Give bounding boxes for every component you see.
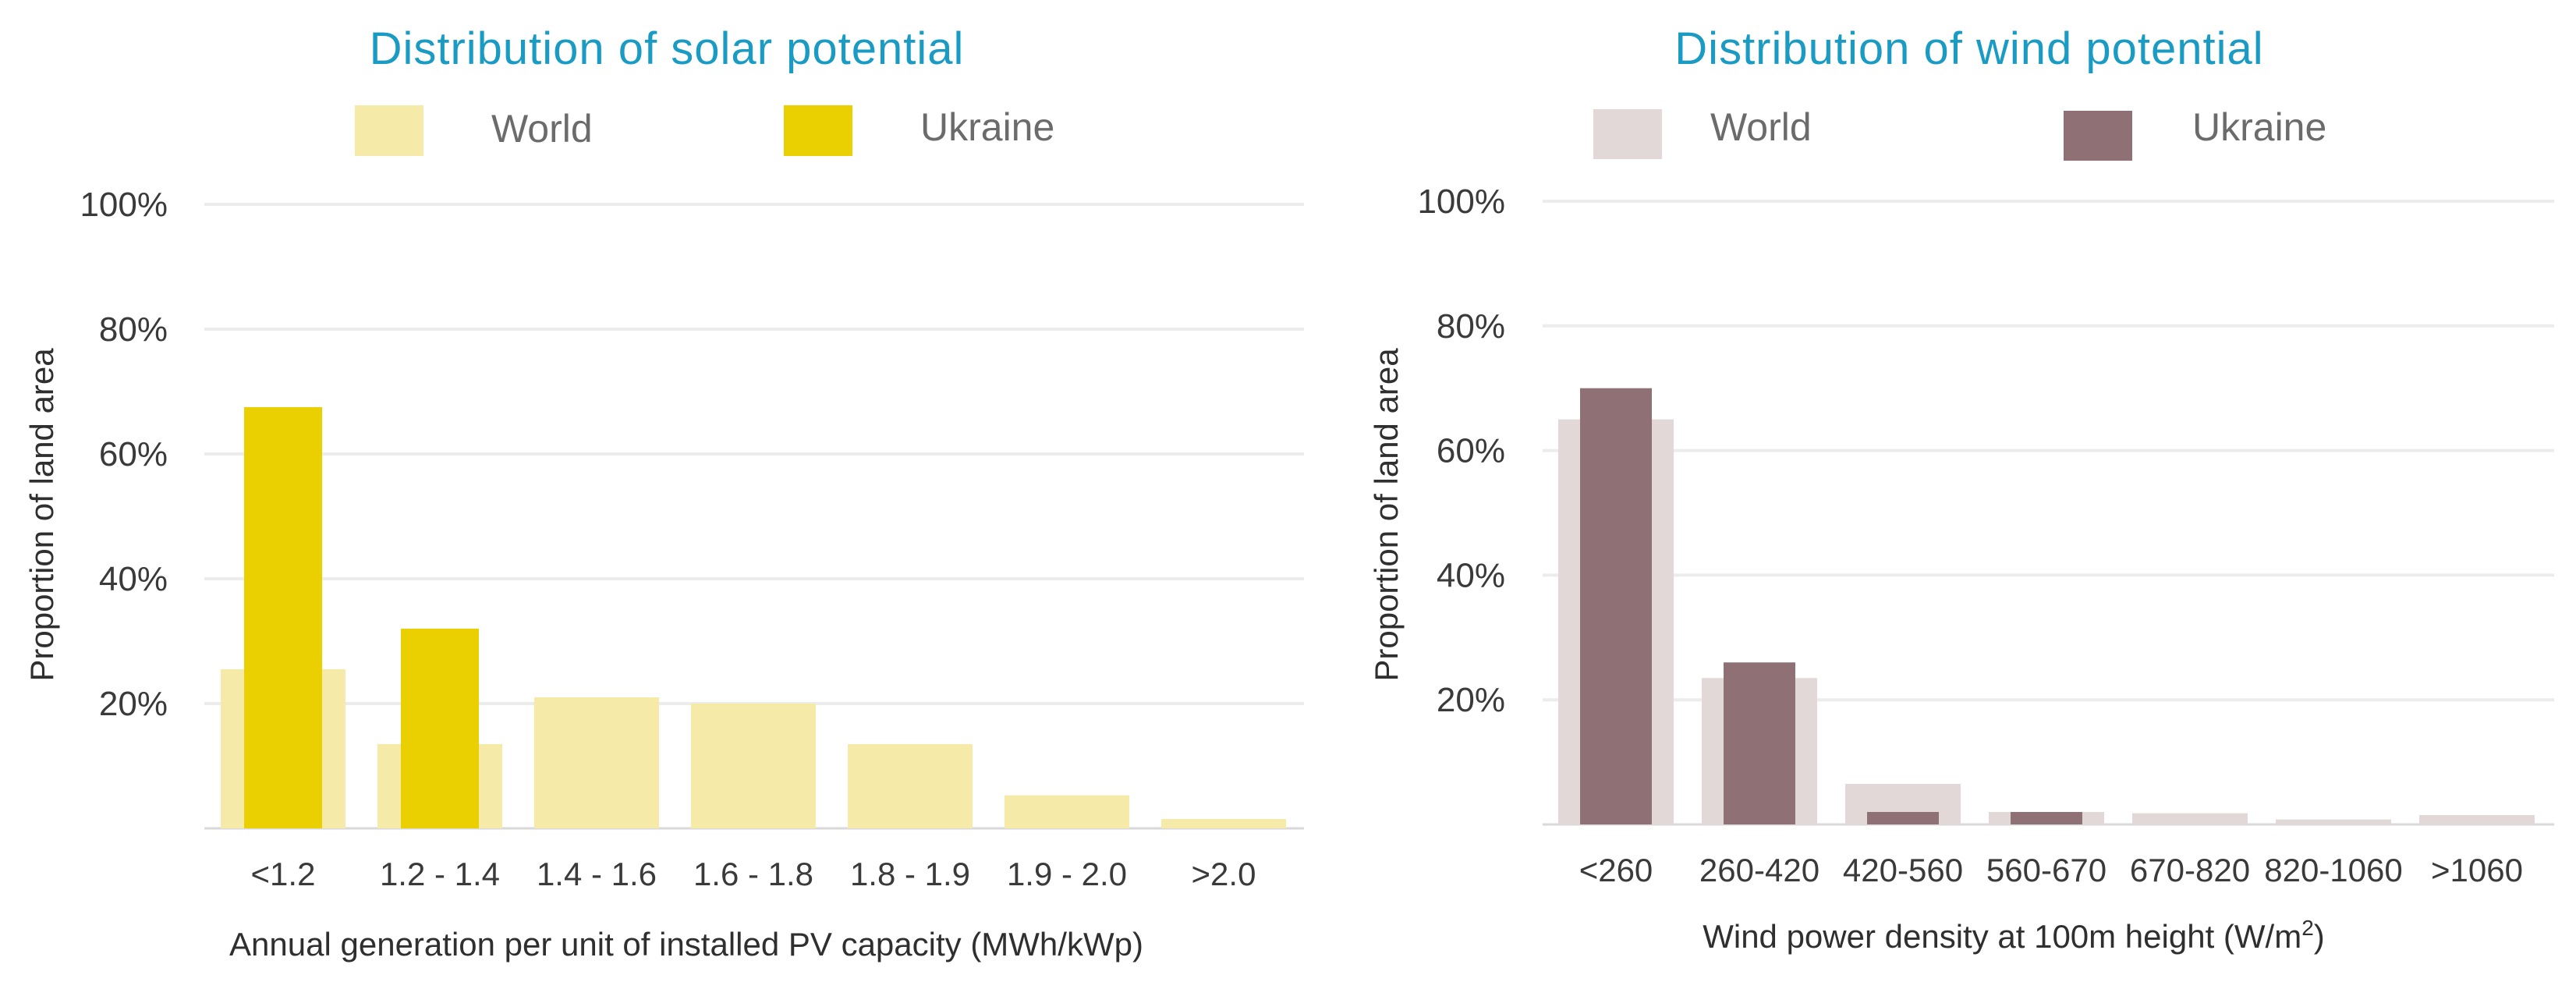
bar-ukraine — [401, 629, 479, 828]
y-tick-label: 100% — [80, 186, 168, 224]
legend-swatch-world — [355, 105, 423, 156]
y-tick-label: 60% — [1437, 432, 1505, 470]
bar-world — [2419, 815, 2535, 824]
bar-ukraine — [244, 407, 322, 828]
bar-ukraine — [1724, 662, 1795, 824]
y-axis-label: Proportion of land area — [1368, 348, 1405, 682]
bar-world — [1005, 795, 1129, 828]
legend-swatch-ukraine — [2064, 111, 2132, 161]
x-tick-label: <260 — [1579, 852, 1653, 888]
legend-label-ukraine: Ukraine — [920, 105, 1054, 149]
legend-swatch-world — [1593, 109, 1662, 159]
bar-world — [691, 704, 816, 828]
x-tick-label: 820-1060 — [2264, 852, 2403, 888]
x-tick-label: 420-560 — [1843, 852, 1963, 888]
bar-world — [848, 744, 973, 828]
bar-ukraine — [1867, 812, 1939, 824]
y-tick-label: 20% — [99, 685, 168, 723]
y-tick-label: 60% — [99, 435, 168, 473]
y-tick-label: 80% — [99, 310, 168, 349]
bar-world — [2276, 819, 2391, 824]
legend-label-world: World — [1710, 105, 1812, 149]
y-tick-label: 20% — [1437, 681, 1505, 719]
x-axis-label: Annual generation per unit of installed … — [229, 926, 1143, 963]
chart-title: Distribution of solar potential — [370, 23, 965, 74]
bar-world — [2132, 813, 2248, 824]
bar-ukraine — [2011, 812, 2082, 824]
y-tick-label: 100% — [1417, 183, 1505, 221]
x-tick-label: 560-670 — [1986, 852, 2107, 888]
x-tick-label: 1.4 - 1.6 — [537, 856, 657, 892]
solar-chart: Distribution of solar potential World Ukra… — [23, 23, 1304, 963]
bar-world — [534, 697, 659, 828]
y-tick-label: 80% — [1437, 307, 1505, 346]
x-tick-label: 1.9 - 2.0 — [1007, 856, 1127, 892]
x-axis-label-superscript: 2 — [2301, 916, 2314, 940]
x-axis-label-main: Wind power density at 100m height (W/m — [1703, 918, 2301, 955]
y-tick-label: 40% — [1437, 556, 1505, 594]
x-tick-label: 1.8 - 1.9 — [850, 856, 970, 892]
bar-world — [1161, 819, 1286, 828]
chart-title: Distribution of wind potential — [1674, 23, 2263, 74]
x-axis-label-end: ) — [2314, 918, 2325, 955]
x-tick-label: 1.2 - 1.4 — [380, 856, 500, 892]
x-tick-label: 670-820 — [2130, 852, 2250, 888]
legend-label-ukraine: Ukraine — [2192, 105, 2326, 149]
y-axis-label: Proportion of land area — [23, 348, 60, 682]
legend-label-world: World — [491, 107, 593, 151]
wind-chart: Distribution of wind potential World Ukrai… — [1368, 23, 2554, 955]
x-axis-label: Wind power density at 100m height (W/m2) — [1703, 916, 2325, 955]
bar-ukraine — [1580, 388, 1652, 824]
x-tick-label: 1.6 - 1.8 — [693, 856, 813, 892]
legend-swatch-ukraine — [784, 105, 852, 156]
x-tick-label: >1060 — [2431, 852, 2523, 888]
y-tick-label: 40% — [99, 560, 168, 598]
x-tick-label: >2.0 — [1192, 856, 1256, 892]
x-tick-label: <1.2 — [251, 856, 316, 892]
x-tick-label: 260-420 — [1699, 852, 1819, 888]
